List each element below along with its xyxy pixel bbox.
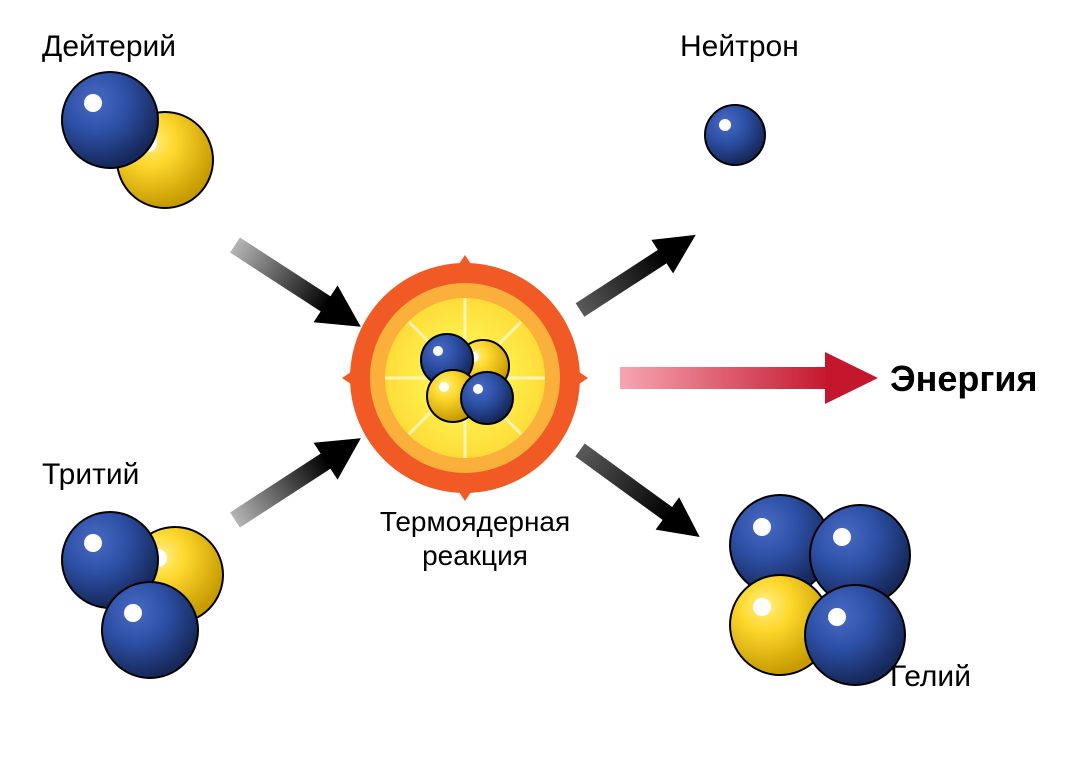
label-tritium: Тритий xyxy=(42,458,139,492)
helium-nucleus xyxy=(730,495,910,685)
free-neutron xyxy=(705,105,765,165)
arrow-energy xyxy=(620,352,878,404)
arrow-in-bottom xyxy=(223,420,373,539)
arrow-in-top xyxy=(223,227,373,346)
label-energy: Энергия xyxy=(890,358,1038,400)
proton-sphere xyxy=(102,582,198,678)
label-helium: Гелий xyxy=(890,660,971,694)
label-deuterium: Дейтерий xyxy=(42,30,176,64)
label-neutron: Нейтрон xyxy=(680,30,799,64)
label-reaction: Термоядерная реакция xyxy=(365,505,585,572)
arrow-out-bottom xyxy=(568,434,711,553)
label-reaction-line1: Термоядерная xyxy=(380,506,570,537)
deuterium-nucleus xyxy=(62,72,213,208)
tritium-nucleus xyxy=(62,512,223,678)
label-reaction-line2: реакция xyxy=(422,540,528,571)
core-cluster xyxy=(421,334,513,424)
fusion-diagram: Дейтерий Тритий Нейтрон Гелий Энергия Те… xyxy=(0,0,1082,757)
arrow-out-top xyxy=(569,218,707,327)
proton-sphere xyxy=(62,72,158,168)
